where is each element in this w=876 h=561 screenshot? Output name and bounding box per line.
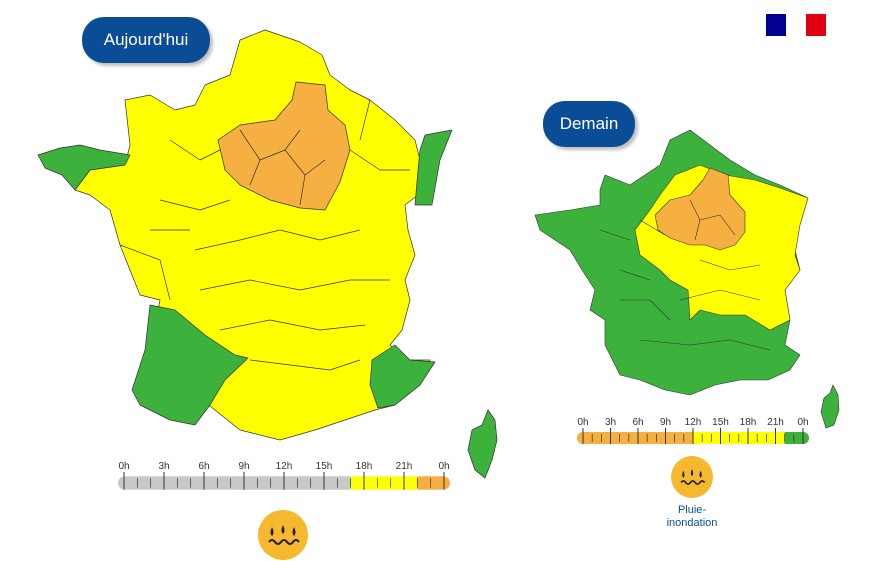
today-timeline-tick-label: 0h (438, 461, 450, 472)
today-orange-zone (217, 81, 351, 211)
today-corsica (467, 409, 498, 479)
tomorrow-timeline-tick-label: 0h (577, 417, 589, 428)
tomorrow-corsica (820, 384, 840, 429)
tomorrow-rain-flood-icon (671, 456, 713, 498)
today-timeline-tick-label: 6h (198, 461, 210, 472)
tomorrow-vigilance-map (534, 129, 840, 429)
tomorrow-timeline-tick-label: 12h (684, 417, 702, 428)
tomorrow-timeline-segment-fill (784, 432, 797, 444)
tomorrow-orange-zone (654, 167, 746, 251)
today-timeline-segment (350, 476, 418, 490)
today-timeline-segment-fill (417, 476, 434, 490)
today-timeline-tick-label: 9h (238, 461, 250, 472)
today-southwest (131, 304, 249, 426)
tomorrow-timeline-tick-label: 3h (604, 417, 617, 428)
tomorrow-timeline (577, 428, 809, 444)
today-timeline-tick-label: 12h (275, 461, 293, 472)
today-timeline-segment-fill (234, 476, 351, 490)
today-timeline-tick-label: 21h (395, 461, 413, 472)
today-timeline-labels: 0h 3h 6h 9h 12h 15h 18h 21h 0h (118, 461, 450, 473)
today-vigilance-map (37, 29, 498, 479)
today-rain-flood-icon (258, 510, 308, 560)
today-timeline-tick-label: 0h (118, 461, 130, 472)
today-timeline (118, 472, 450, 490)
today-timeline-tick-label: 18h (355, 461, 373, 472)
tomorrow-timeline-tick-label: 9h (659, 417, 672, 428)
tomorrow-timeline-tick-label: 21h (767, 417, 784, 428)
tomorrow-label: Demain (543, 101, 635, 147)
today-label: Aujourd'hui (82, 17, 210, 63)
today-brittany (37, 144, 131, 191)
tomorrow-timeline-tick-label: 6h (632, 417, 644, 428)
tomorrow-timeline-segment-fill (635, 432, 693, 444)
republique-francaise-logo (766, 14, 826, 36)
tomorrow-timeline-labels: 0h 3h 6h 9h 12h 15h 18h 21h 0h (577, 417, 809, 429)
today-timeline-tick-label: 15h (315, 461, 333, 472)
tomorrow-hazard-caption: Pluie- inondation (666, 504, 718, 529)
tomorrow-timeline-tick-label: 0h (797, 417, 809, 428)
today-timeline-tick-label: 3h (158, 461, 170, 472)
tomorrow-timeline-tick-label: 18h (739, 417, 757, 428)
today-southeast (369, 344, 436, 409)
tomorrow-timeline-tick-label: 15h (712, 417, 729, 428)
today-alsace (414, 129, 453, 206)
